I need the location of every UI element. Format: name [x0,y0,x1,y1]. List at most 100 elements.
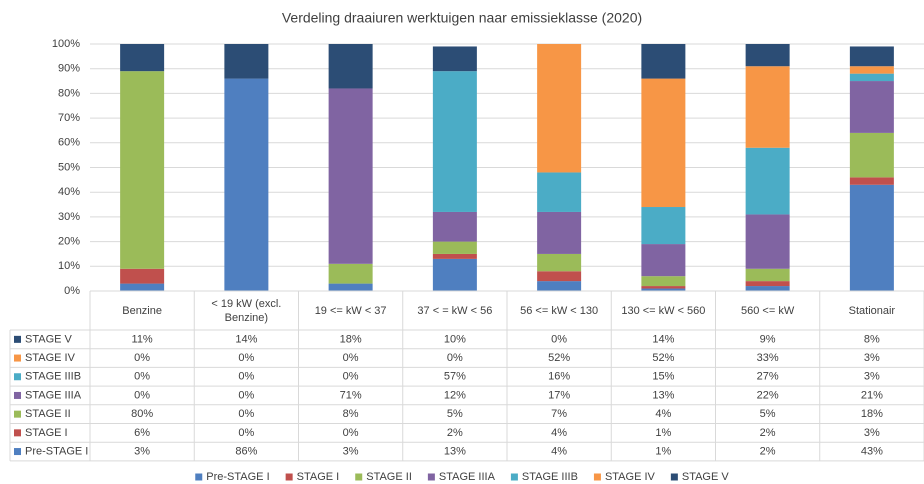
table-cell: 52% [652,352,674,364]
bar-segment [849,73,894,82]
category-cell: 560 <= kW [741,305,794,317]
bar-segment [432,258,477,291]
bar-segment [537,253,582,272]
table-cell: 4% [655,408,671,420]
table-cell: 14% [652,333,674,345]
table-cell: 13% [652,389,674,401]
table-cell: 0% [238,408,254,420]
row-key [14,448,21,456]
category-cell: 37 < = kW < 56 [417,304,493,317]
legend-item: STAGE V [670,471,729,483]
bar-segment [224,44,269,79]
bar-segment [641,288,686,291]
legend-item: STAGE II [355,471,412,483]
table-cell: 5% [760,408,776,420]
bar-segment [641,78,686,208]
bar-segment [745,268,790,282]
table-cell: 10% [444,333,466,345]
table-cell: 15% [652,371,674,383]
legend-key [195,473,203,481]
table-cell: 13% [444,445,466,457]
y-tick-label: 20% [58,236,80,248]
y-tick-label: 70% [58,112,80,124]
bar-segment [849,184,894,291]
table-cell: 8% [864,333,880,345]
row-label: STAGE I [25,427,68,439]
table-cell: 3% [864,427,880,439]
bar-segment [641,44,686,79]
table-cell: 27% [757,371,779,383]
table-cell: 3% [134,445,150,457]
category-cell: Benzine [122,304,162,317]
x-category-label: 56 <= kW < 130 [520,304,599,317]
table-cell: 0% [343,352,359,364]
row-key [14,391,21,399]
table-cell: 22% [757,389,779,401]
y-tick-label: 90% [58,63,80,75]
row-label: STAGE II [25,408,71,420]
legend-label: STAGE IIIA [439,471,496,483]
table-cell: 86% [235,445,257,457]
bar-segment [641,276,686,287]
table-cell: 16% [548,371,570,383]
x-category-label: 130 <= kW < 560 [621,304,706,317]
table-cell: 18% [340,333,362,345]
table-cell: 11% [132,333,153,345]
bar-segment [432,71,477,212]
table-cell: 0% [238,427,254,439]
table-cell: 5% [447,408,463,420]
x-category-label: Benzine [122,304,162,317]
x-category-label: 37 < = kW < 56 [417,304,493,317]
table-cell: 14% [235,333,257,345]
table-cell: 0% [238,371,254,383]
table-cell: 2% [447,427,463,439]
table-cell: 17% [548,389,570,401]
table-cell: 43% [861,445,883,457]
y-tick-label: 30% [58,211,80,223]
table-cell: 4% [551,445,567,457]
table-cell: 4% [551,427,567,439]
row-key [14,429,21,437]
y-tick-label: 60% [58,137,80,149]
table-cell: 21% [861,389,883,401]
table-cell: 80% [131,408,153,420]
bar-segment [537,271,582,282]
x-category-label: Stationair [848,304,896,317]
table-cell: 9% [760,333,776,345]
legend-key [355,473,363,481]
table-cell: 3% [864,352,880,364]
table-cell: 0% [343,371,359,383]
category-cell: Stationair [848,304,896,317]
table-cell: 0% [134,389,150,401]
bar-segment [432,253,477,259]
bar-segment [537,172,582,212]
legend-key [593,473,601,481]
bar-segment [849,66,894,74]
bar-segment [432,241,477,254]
y-tick-label: 80% [58,87,80,99]
bar-segment [224,78,269,291]
table-cell: 2% [760,427,776,439]
table-cell: 33% [757,352,779,364]
bar-segment [745,214,790,269]
bar-segment [849,132,894,178]
table-cell: 71% [340,389,362,401]
legend-item: STAGE I [285,471,340,483]
bar-segment [120,268,165,284]
table-cell: 0% [134,371,150,383]
table-cell: 3% [343,445,359,457]
category-cell: 130 <= kW < 560 [621,304,706,317]
bar-segment [120,44,165,72]
bar-segment [745,286,790,291]
row-key [14,354,21,362]
row-label: STAGE IV [25,352,76,364]
table-cell: 0% [238,352,254,364]
legend-item: STAGE IIIA [427,471,496,483]
row-key [14,410,21,418]
legend-label: STAGE I [297,471,340,483]
bar-segment [120,71,165,269]
table-cell: 52% [548,352,570,364]
legend-key [285,473,293,481]
legend-label: STAGE IIIB [522,471,578,483]
